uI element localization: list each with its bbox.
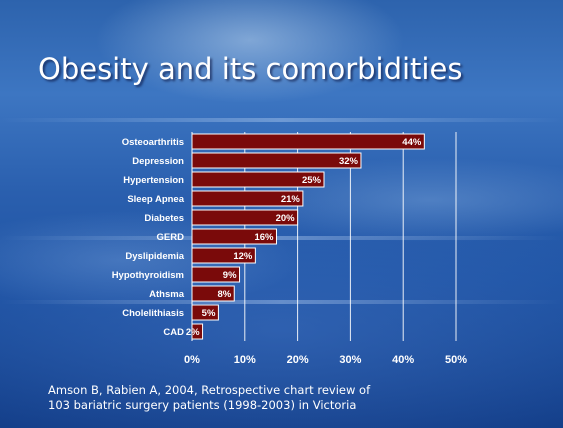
bar — [191, 190, 304, 207]
x-tick-label: 50% — [445, 354, 467, 366]
bar — [191, 133, 425, 150]
data-label: 44% — [402, 137, 422, 148]
data-label: 16% — [254, 232, 274, 243]
bar — [191, 323, 204, 340]
category-label: GERD — [157, 232, 185, 243]
water-sheen — [0, 300, 563, 304]
category-label: Hypertension — [123, 175, 184, 186]
x-tick-label: 0% — [184, 354, 200, 366]
category-label: Depression — [132, 156, 184, 167]
data-label: 2% — [186, 327, 200, 338]
water-sheen — [0, 118, 563, 122]
bar — [191, 266, 241, 283]
data-label: 5% — [202, 308, 216, 319]
x-tick-label: 40% — [392, 354, 414, 366]
category-label: Cholelithiasis — [122, 308, 184, 319]
category-label: Sleep Apnea — [127, 194, 184, 205]
bar — [191, 247, 256, 264]
data-label: 12% — [233, 251, 253, 262]
x-tick-label: 20% — [287, 354, 309, 366]
slide-title: Obesity and its comorbidities — [38, 52, 463, 86]
bar — [191, 285, 235, 302]
category-label: CAD — [163, 327, 184, 338]
category-label: Hypothyroidism — [112, 270, 184, 281]
data-label: 9% — [223, 270, 237, 281]
category-label: Dyslipidemia — [125, 251, 184, 262]
source-citation: Amson B, Rabien A, 2004, Retrospective c… — [48, 383, 370, 413]
data-label: 25% — [302, 175, 322, 186]
bar — [191, 152, 362, 169]
bar — [191, 228, 277, 245]
data-label: 20% — [276, 213, 296, 224]
data-label: 21% — [281, 194, 301, 205]
water-sheen — [0, 236, 563, 240]
category-label: Osteoarthritis — [122, 137, 184, 148]
data-label: 8% — [218, 289, 232, 300]
x-tick-label: 10% — [234, 354, 256, 366]
citation-line-1: Amson B, Rabien A, 2004, Retrospective c… — [48, 383, 371, 397]
bar — [191, 209, 299, 226]
data-label: 32% — [339, 156, 359, 167]
category-label: Diabetes — [144, 213, 184, 224]
bar — [191, 171, 325, 188]
citation-line-2: 103 bariatric surgery patients (1998-200… — [48, 398, 357, 412]
x-tick-label: 30% — [339, 354, 361, 366]
category-label: Athsma — [149, 289, 185, 300]
bar — [191, 304, 219, 321]
